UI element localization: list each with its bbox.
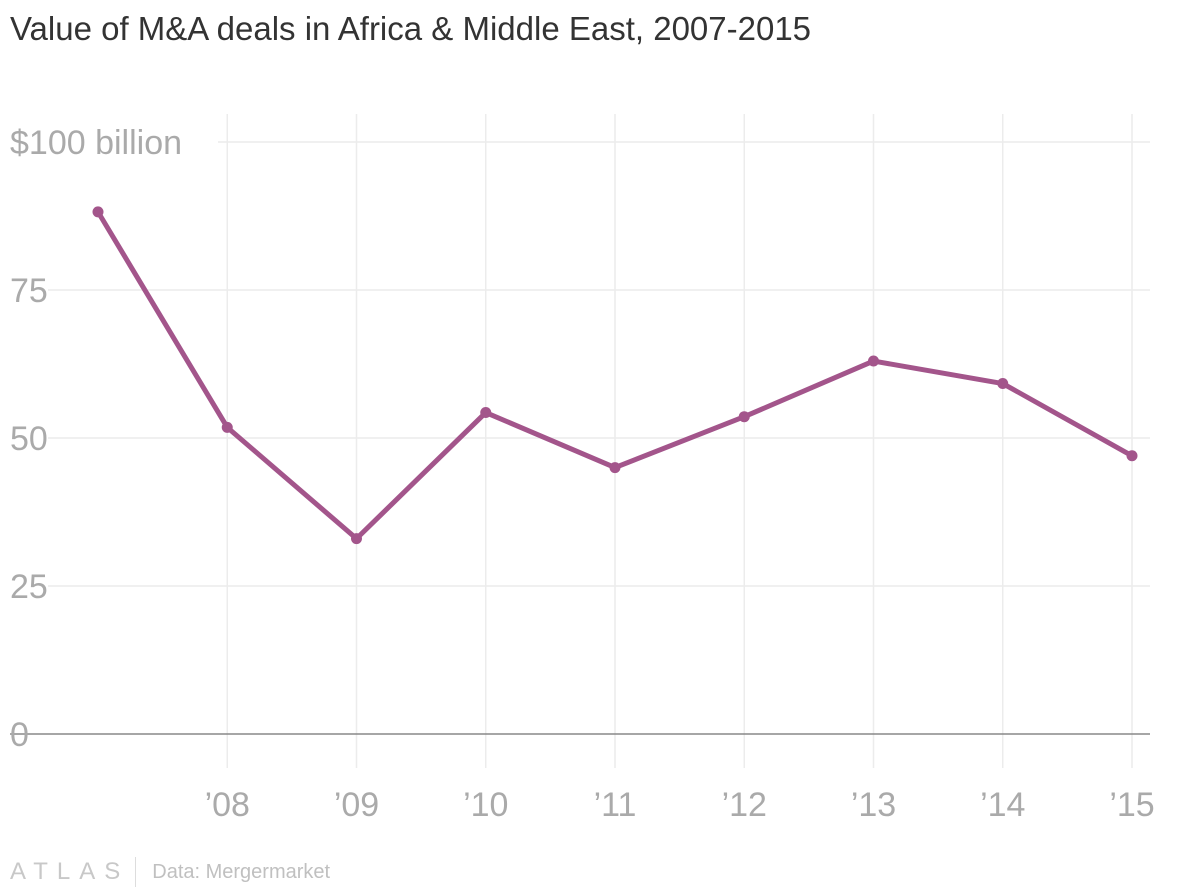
data-point bbox=[738, 411, 750, 423]
x-tick-label: ’08 bbox=[205, 786, 250, 824]
series-layer bbox=[92, 206, 1138, 545]
data-point bbox=[92, 206, 104, 218]
x-tick-label: ’09 bbox=[334, 786, 379, 824]
data-point bbox=[480, 407, 492, 419]
footer-divider bbox=[135, 857, 137, 887]
data-point bbox=[351, 533, 362, 545]
x-tick-label: ’15 bbox=[1109, 786, 1154, 824]
y-tick-label: 0 bbox=[10, 716, 29, 754]
data-source: Data: Mergermarket bbox=[152, 860, 331, 883]
data-point bbox=[609, 462, 621, 474]
x-tick-label: ’10 bbox=[463, 786, 508, 824]
data-point bbox=[221, 421, 233, 433]
data-point bbox=[997, 378, 1009, 390]
footer: ATLAS Data: Mergermarket bbox=[10, 857, 330, 887]
x-tick-label: ’13 bbox=[851, 786, 896, 824]
y-tick-label: 50 bbox=[10, 420, 48, 458]
atlas-logo[interactable]: ATLAS bbox=[10, 858, 130, 885]
x-tick-label: ’12 bbox=[722, 786, 767, 824]
x-tick-label: ’11 bbox=[594, 786, 637, 824]
data-point bbox=[868, 355, 879, 367]
grid-layer bbox=[10, 114, 1150, 768]
y-tick-label: $100 billion bbox=[10, 124, 182, 162]
y-tick-label: 25 bbox=[10, 568, 48, 606]
y-tick-label: 75 bbox=[10, 272, 48, 310]
chart-title: Value of M&A deals in Africa & Middle Ea… bbox=[10, 10, 812, 47]
axis-layer: 0 25 50 75 $100 billion ’08 ’09 ’10 ’11 ’12 ’13 ’14… bbox=[10, 124, 1155, 824]
x-tick-label: ’14 bbox=[980, 786, 1025, 824]
line-chart: 0 25 50 75 $100 billion ’08 ’09 ’10 ’11 ’12 ’13 ’14… bbox=[10, 114, 1155, 824]
data-point bbox=[1126, 450, 1138, 462]
